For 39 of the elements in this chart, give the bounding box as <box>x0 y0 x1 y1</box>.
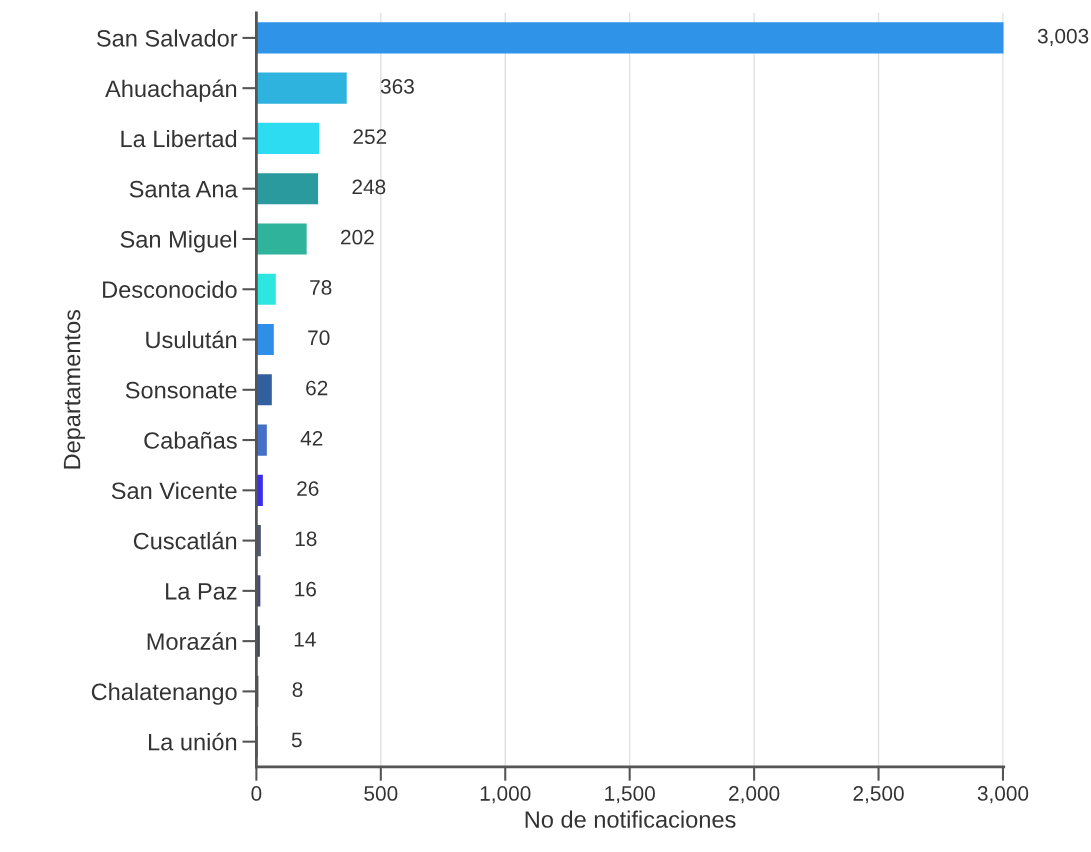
x-tick-label: 0 <box>251 786 262 801</box>
data-label: 252 <box>353 129 387 145</box>
y-tick-label: Sonsonate <box>125 381 237 399</box>
data-label: 42 <box>300 430 323 446</box>
data-label: 70 <box>308 330 330 346</box>
x-tick-label: 2,500 <box>853 786 904 804</box>
data-label: 8 <box>292 682 303 697</box>
y-tick-label: Desconocido <box>103 280 237 299</box>
data-label: 16 <box>295 581 316 597</box>
y-tick-label: Cabañas <box>144 431 237 449</box>
data-label: 5 <box>291 732 302 748</box>
y-axis-title: Departamentos <box>63 309 86 469</box>
x-tick-label: 3,000 <box>977 786 1029 804</box>
y-tick-label: La Libertad <box>121 129 237 148</box>
y-tick-label: Cuscatlán <box>133 531 237 550</box>
data-label: 248 <box>352 179 386 195</box>
data-label: 14 <box>294 632 316 647</box>
data-label: 363 <box>380 79 414 94</box>
x-tick-label: 1,500 <box>605 786 655 804</box>
y-tick-label: Morazán <box>147 632 237 650</box>
data-label: 3,003 <box>1037 28 1089 46</box>
y-tick-label: Usulután <box>146 330 237 349</box>
y-tick-label: San Vicente <box>111 481 237 500</box>
data-label: 62 <box>306 380 328 396</box>
x-tick-label: 500 <box>364 786 398 801</box>
x-tick-label: 2,000 <box>729 786 780 804</box>
y-tick-label: Chalatenango <box>91 682 237 705</box>
y-tick-label: La unión <box>148 732 237 751</box>
y-tick-label: La Paz <box>166 583 237 600</box>
y-tick-label: San Miguel <box>120 230 237 253</box>
x-tick-label: 1,000 <box>480 786 531 804</box>
data-label: 26 <box>297 481 319 496</box>
y-tick-label: Santa Ana <box>129 180 238 198</box>
data-label: 78 <box>310 280 332 295</box>
y-tick-label: Ahuachapán <box>105 79 237 102</box>
data-label: 202 <box>341 229 374 245</box>
data-label: 18 <box>295 531 317 547</box>
y-tick-label: San Salvador <box>96 29 238 47</box>
x-axis-title: No de notificaciones <box>525 810 736 828</box>
